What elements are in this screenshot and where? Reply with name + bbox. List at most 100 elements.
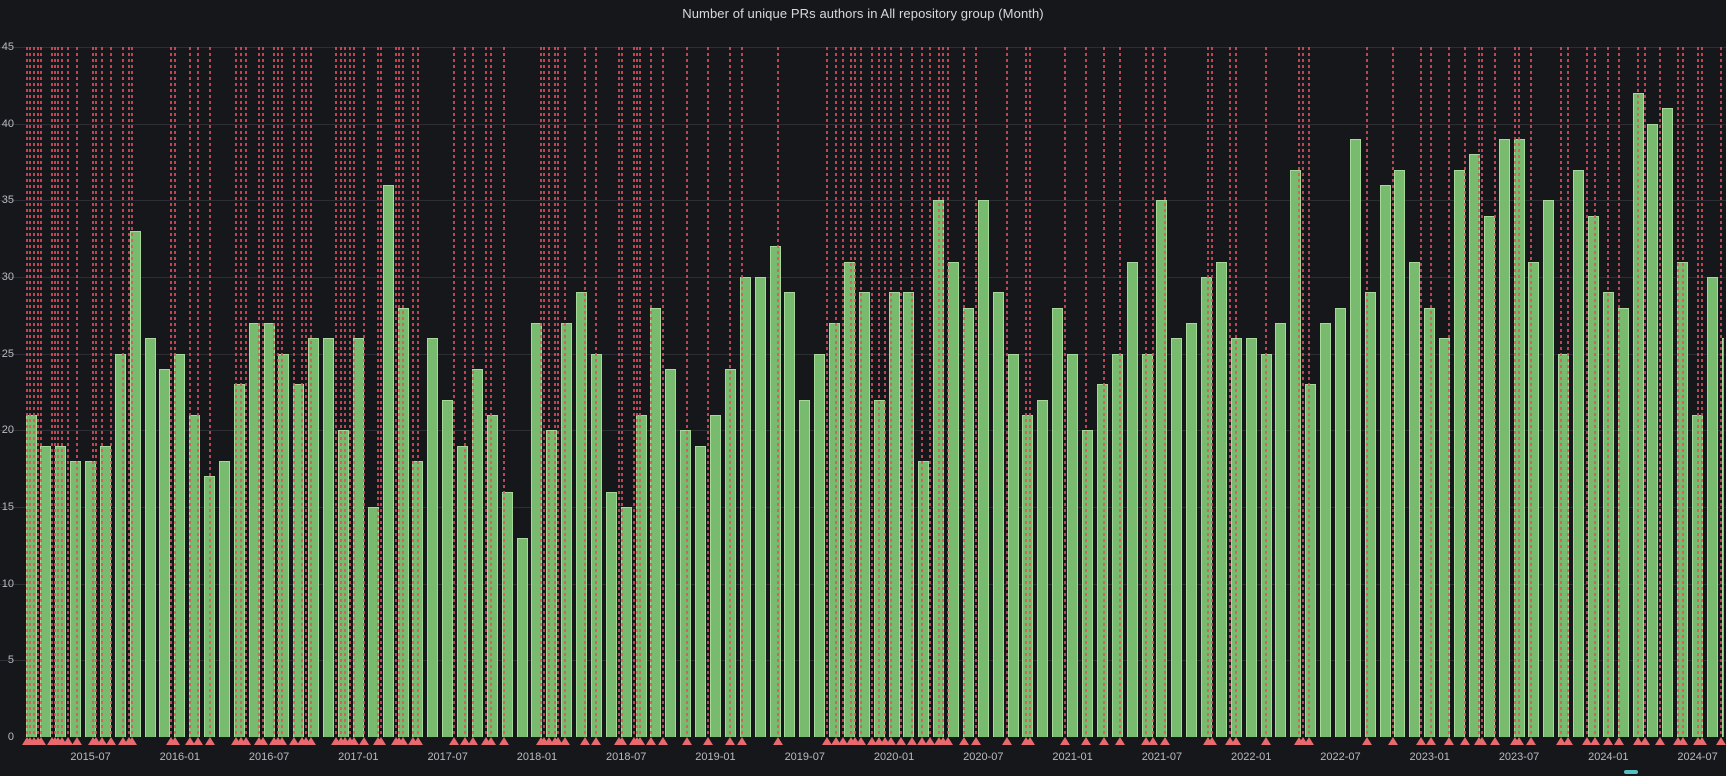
bar[interactable] xyxy=(799,399,811,737)
bar[interactable] xyxy=(1052,307,1064,737)
annotation-marker-icon[interactable] xyxy=(874,737,885,745)
annotation-marker-icon[interactable] xyxy=(1716,737,1726,745)
annotation-marker-icon[interactable] xyxy=(866,737,877,745)
annotation-marker-icon[interactable] xyxy=(485,737,496,745)
annotation-marker-icon[interactable] xyxy=(204,737,215,745)
bar[interactable] xyxy=(829,323,841,737)
annotation-marker-icon[interactable] xyxy=(57,737,68,745)
bar[interactable] xyxy=(1007,353,1019,737)
bar[interactable] xyxy=(665,369,677,737)
annotation-marker-icon[interactable] xyxy=(657,737,668,745)
bar[interactable] xyxy=(308,338,320,737)
bar[interactable] xyxy=(754,277,766,737)
annotation-marker-icon[interactable] xyxy=(737,737,748,745)
bar[interactable] xyxy=(1647,123,1659,737)
annotation-marker-icon[interactable] xyxy=(1025,737,1036,745)
annotation-marker-icon[interactable] xyxy=(1444,737,1455,745)
bar[interactable] xyxy=(218,461,230,737)
bar[interactable] xyxy=(739,277,751,737)
annotation-marker-icon[interactable] xyxy=(277,737,288,745)
bar[interactable] xyxy=(1483,215,1495,737)
annotation-marker-icon[interactable] xyxy=(1387,737,1398,745)
bar[interactable] xyxy=(516,537,528,737)
bar[interactable] xyxy=(1662,108,1674,737)
bar[interactable] xyxy=(1111,353,1123,737)
bar[interactable] xyxy=(695,445,707,737)
bar[interactable] xyxy=(1409,261,1421,737)
bar[interactable] xyxy=(1706,277,1718,737)
panel-title[interactable]: Number of unique PRs authors in All repo… xyxy=(682,6,1044,21)
bar[interactable] xyxy=(605,491,617,737)
bar[interactable] xyxy=(1334,307,1346,737)
annotation-marker-icon[interactable] xyxy=(1555,737,1566,745)
bar[interactable] xyxy=(1171,338,1183,737)
bar[interactable] xyxy=(1037,399,1049,737)
annotation-marker-icon[interactable] xyxy=(1633,737,1644,745)
annotation-marker-icon[interactable] xyxy=(880,737,891,745)
bar[interactable] xyxy=(784,292,796,737)
annotation-marker-icon[interactable] xyxy=(169,737,180,745)
bar[interactable] xyxy=(1379,185,1391,737)
annotation-marker-icon[interactable] xyxy=(63,737,74,745)
annotation-marker-icon[interactable] xyxy=(241,737,252,745)
annotation-marker-icon[interactable] xyxy=(398,737,408,745)
annotation-marker-icon[interactable] xyxy=(1426,737,1437,745)
annotation-marker-icon[interactable] xyxy=(917,737,928,745)
annotation-marker-icon[interactable] xyxy=(1002,737,1013,745)
bar[interactable] xyxy=(159,369,171,737)
bar[interactable] xyxy=(1364,292,1376,737)
bar[interactable] xyxy=(114,353,126,737)
annotation-marker-icon[interactable] xyxy=(1147,737,1158,745)
annotation-marker-icon[interactable] xyxy=(499,737,510,745)
annotation-marker-icon[interactable] xyxy=(375,737,386,745)
annotation-marker-icon[interactable] xyxy=(1697,737,1708,745)
bar[interactable] xyxy=(144,338,156,737)
bar[interactable] xyxy=(1290,169,1302,737)
annotation-marker-icon[interactable] xyxy=(1362,737,1373,745)
bar[interactable] xyxy=(70,461,82,737)
annotation-marker-icon[interactable] xyxy=(1582,737,1593,745)
annotation-marker-icon[interactable] xyxy=(1603,737,1614,745)
bar[interactable] xyxy=(561,323,573,737)
annotation-marker-icon[interactable] xyxy=(906,737,917,745)
bar[interactable] xyxy=(709,415,721,737)
bar[interactable] xyxy=(486,415,498,737)
bar[interactable] xyxy=(977,200,989,737)
annotation-marker-icon[interactable] xyxy=(543,737,554,745)
bar[interactable] xyxy=(531,323,543,737)
annotation-marker-icon[interactable] xyxy=(924,737,935,745)
annotation-marker-icon[interactable] xyxy=(1589,737,1600,745)
annotation-marker-icon[interactable] xyxy=(185,737,196,745)
annotation-marker-icon[interactable] xyxy=(1060,737,1071,745)
bar[interactable] xyxy=(501,491,513,737)
annotation-marker-icon[interactable] xyxy=(1677,737,1688,745)
annotation-marker-icon[interactable] xyxy=(460,737,471,745)
bar[interactable] xyxy=(992,292,1004,737)
annotation-marker-icon[interactable] xyxy=(448,737,459,745)
annotation-marker-icon[interactable] xyxy=(886,737,897,745)
annotation-marker-icon[interactable] xyxy=(896,737,907,745)
annotation-marker-icon[interactable] xyxy=(127,737,138,745)
bar[interactable] xyxy=(1573,169,1585,737)
annotation-marker-icon[interactable] xyxy=(1655,737,1666,745)
bar[interactable] xyxy=(903,292,915,737)
annotation-marker-icon[interactable] xyxy=(1490,737,1501,745)
annotation-marker-icon[interactable] xyxy=(1225,737,1236,745)
bar[interactable] xyxy=(1245,338,1257,737)
bar[interactable] xyxy=(1394,169,1406,737)
bar[interactable] xyxy=(1022,415,1034,737)
annotation-marker-icon[interactable] xyxy=(1140,737,1151,745)
chart-plot-area[interactable] xyxy=(18,47,1724,737)
annotation-marker-icon[interactable] xyxy=(1298,737,1309,745)
annotation-marker-icon[interactable] xyxy=(970,737,981,745)
annotation-marker-icon[interactable] xyxy=(682,737,693,745)
annotation-marker-icon[interactable] xyxy=(1460,737,1471,745)
annotation-marker-icon[interactable] xyxy=(289,737,300,745)
bar[interactable] xyxy=(174,353,186,737)
annotation-marker-icon[interactable] xyxy=(91,737,102,745)
bar[interactable] xyxy=(1305,384,1317,737)
annotation-marker-icon[interactable] xyxy=(1563,737,1574,745)
annotation-marker-icon[interactable] xyxy=(1476,737,1487,745)
annotation-marker-icon[interactable] xyxy=(1415,737,1426,745)
bar[interactable] xyxy=(233,384,245,737)
